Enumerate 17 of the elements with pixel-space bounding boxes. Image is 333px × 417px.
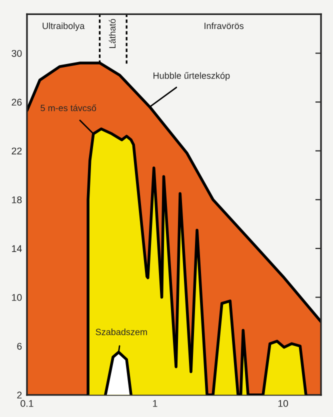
y-tick-label: 26 bbox=[12, 98, 22, 106]
y-tick-label: 14 bbox=[12, 245, 22, 252]
x-tick-label: 1 bbox=[153, 400, 158, 407]
y-tick-label: 18 bbox=[12, 196, 22, 204]
x-tick-label: 0.1 bbox=[20, 400, 34, 407]
y-tick-label: 22 bbox=[12, 148, 22, 154]
y-tick-label: 10 bbox=[12, 294, 22, 301]
text: Szabadszem bbox=[96, 328, 147, 336]
x-tick-label: 10 bbox=[278, 400, 288, 407]
y-tick-label: 6 bbox=[17, 342, 22, 350]
text: 5 m-es távcső bbox=[40, 104, 96, 112]
annotation: Infravörös bbox=[204, 22, 244, 30]
text: Hubble űrteleszkóp bbox=[154, 72, 230, 81]
y-tick-label: 2 bbox=[17, 392, 22, 398]
y-tick-label: 30 bbox=[12, 50, 22, 57]
annotation: Látható bbox=[108, 18, 116, 48]
annotation: Ultraibolya bbox=[42, 22, 85, 31]
